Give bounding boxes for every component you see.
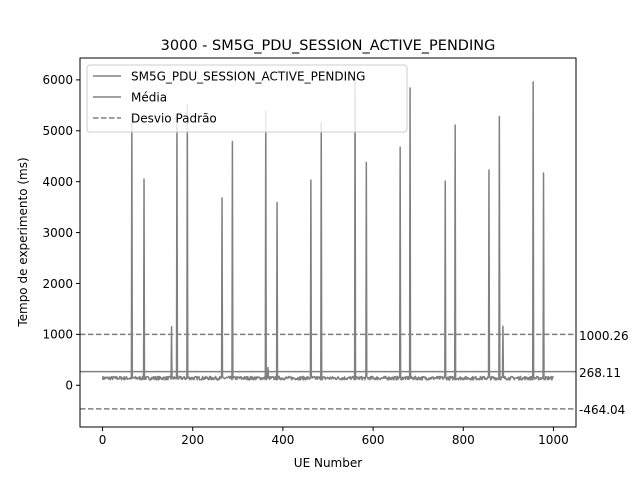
y-tick-label: 2000 [42, 277, 73, 291]
std-lower-value-label: -464.04 [579, 403, 625, 417]
series-line [101, 76, 555, 381]
legend-box [86, 64, 408, 133]
chart-title: 3000 - SM5G_PDU_SESSION_ACTIVE_PENDING [161, 38, 496, 54]
legend-label-series: SM5G_PDU_SESSION_ACTIVE_PENDING [131, 70, 365, 84]
x-tick-label: 1000 [538, 433, 569, 447]
y-tick-label: 1000 [42, 328, 73, 342]
x-tick-label: 800 [452, 433, 475, 447]
mean-value-label: 268.11 [579, 366, 621, 380]
y-tick-label: 5000 [42, 124, 73, 138]
x-tick-label: 200 [181, 433, 204, 447]
legend-label-std: Desvio Padrão [131, 112, 217, 126]
x-tick-label: 400 [271, 433, 294, 447]
data-series [101, 76, 555, 381]
y-tick-label: 0 [65, 379, 73, 393]
std-upper-value-label: 1000.26 [579, 329, 629, 343]
legend: SM5G_PDU_SESSION_ACTIVE_PENDING Média De… [86, 64, 408, 133]
x-axis-label: UE Number [294, 456, 362, 470]
x-tick-label: 0 [99, 433, 107, 447]
y-tick-label: 6000 [42, 73, 73, 87]
reference-lines [80, 333, 576, 410]
y-tick-label: 4000 [42, 175, 73, 189]
x-axis: 0 200 400 600 800 1000 [99, 427, 569, 447]
plot-area [79, 57, 577, 428]
y-axis: 0 1000 2000 3000 4000 5000 6000 [42, 73, 80, 393]
y-axis-label: Tempo de experimento (ms) [16, 157, 30, 327]
y-tick-label: 3000 [42, 226, 73, 240]
legend-label-mean: Média [131, 91, 167, 105]
x-tick-label: 600 [362, 433, 385, 447]
